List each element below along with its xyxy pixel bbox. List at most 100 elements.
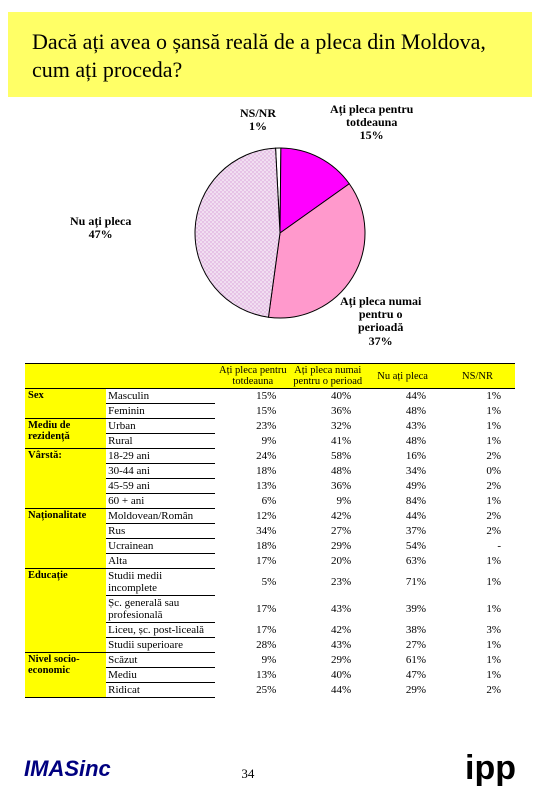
cell-value: 42% — [290, 509, 365, 524]
pie-slice-label: Ați pleca pentrutotdeauna15% — [330, 103, 413, 143]
row-label: Studii superioare — [106, 638, 215, 653]
table-header-row: Ați pleca pentru totdeauna Ați pleca num… — [25, 364, 515, 389]
cell-value: 49% — [365, 479, 440, 494]
cell-value: 15% — [215, 404, 290, 419]
cell-value: 34% — [215, 524, 290, 539]
cell-value: 6% — [215, 494, 290, 509]
cell-value: 36% — [290, 479, 365, 494]
cell-value: 2% — [440, 449, 515, 464]
cell-value: 48% — [290, 464, 365, 479]
cell-value: 58% — [290, 449, 365, 464]
cell-value: 15% — [215, 389, 290, 404]
group-label: Educație — [25, 569, 106, 653]
cell-value: 12% — [215, 509, 290, 524]
cell-value: 43% — [290, 596, 365, 623]
cell-value: 63% — [365, 554, 440, 569]
cell-value: 1% — [440, 596, 515, 623]
group-label: Mediu de rezidență — [25, 419, 106, 449]
page-title: Dacă ați avea o șansă reală de a pleca d… — [32, 28, 508, 83]
cell-value: 48% — [365, 404, 440, 419]
cell-value: 2% — [440, 479, 515, 494]
cell-value: 29% — [365, 683, 440, 698]
title-band: Dacă ați avea o șansă reală de a pleca d… — [8, 12, 532, 97]
group-label: Naționalitate — [25, 509, 106, 569]
row-label: Rural — [106, 434, 215, 449]
row-label: 60 + ani — [106, 494, 215, 509]
cell-value: 2% — [440, 524, 515, 539]
cell-value: 23% — [215, 419, 290, 434]
cell-value: 27% — [290, 524, 365, 539]
cell-value: 1% — [440, 389, 515, 404]
header-blank-2 — [106, 364, 215, 389]
pie-slice-label: Ați pleca numaipentru operioadă37% — [340, 295, 421, 348]
cell-value: 20% — [290, 554, 365, 569]
cell-value: 84% — [365, 494, 440, 509]
cell-value: 1% — [440, 554, 515, 569]
cell-value: 1% — [440, 569, 515, 596]
cell-value: 42% — [290, 623, 365, 638]
cell-value: 18% — [215, 539, 290, 554]
cell-value: 0% — [440, 464, 515, 479]
row-label: 45-59 ani — [106, 479, 215, 494]
cell-value: 1% — [440, 638, 515, 653]
row-label: Masculin — [106, 389, 215, 404]
table-row: EducațieStudii medii incomplete5%23%71%1… — [25, 569, 515, 596]
cell-value: 29% — [290, 653, 365, 668]
cell-value: 44% — [365, 389, 440, 404]
row-label: Urban — [106, 419, 215, 434]
row-label: Scăzut — [106, 653, 215, 668]
cell-value: 9% — [290, 494, 365, 509]
cell-value: 9% — [215, 434, 290, 449]
table-row: Nivel socio-economicScăzut9%29%61%1% — [25, 653, 515, 668]
header-col-1: Ați pleca pentru totdeauna — [215, 364, 290, 389]
group-label: Sex — [25, 389, 106, 419]
pie-slice-label: NS/NR1% — [240, 107, 276, 133]
cell-value: 1% — [440, 419, 515, 434]
cell-value: 43% — [290, 638, 365, 653]
cell-value: 1% — [440, 668, 515, 683]
cell-value: - — [440, 539, 515, 554]
cell-value: 17% — [215, 596, 290, 623]
cell-value: 13% — [215, 668, 290, 683]
table-row: SexMasculin15%40%44%1% — [25, 389, 515, 404]
cell-value: 47% — [365, 668, 440, 683]
row-label: Mediu — [106, 668, 215, 683]
cell-value: 29% — [290, 539, 365, 554]
pie-chart-container: NS/NR1% Ați pleca pentrutotdeauna15% Ați p… — [0, 103, 540, 363]
brand-left-logo: IMASinc — [24, 756, 111, 782]
cell-value: 25% — [215, 683, 290, 698]
cell-value: 9% — [215, 653, 290, 668]
cell-value: 3% — [440, 623, 515, 638]
row-label: Moldovean/Român — [106, 509, 215, 524]
cell-value: 34% — [365, 464, 440, 479]
row-label: Ridicat — [106, 683, 215, 698]
cell-value: 24% — [215, 449, 290, 464]
group-label: Nivel socio-economic — [25, 653, 106, 698]
cell-value: 5% — [215, 569, 290, 596]
header-col-2: Ați pleca numai pentru o perioad — [290, 364, 365, 389]
cell-value: 32% — [290, 419, 365, 434]
row-label: Feminin — [106, 404, 215, 419]
pie-slice-label: Nu ați pleca47% — [70, 215, 131, 241]
row-label: Rus — [106, 524, 215, 539]
cell-value: 27% — [365, 638, 440, 653]
row-label: Ucrainean — [106, 539, 215, 554]
cell-value: 17% — [215, 623, 290, 638]
row-label: 30-44 ani — [106, 464, 215, 479]
cell-value: 28% — [215, 638, 290, 653]
table-row: NaționalitateMoldovean/Român12%42%44%2% — [25, 509, 515, 524]
header-col-4: NS/NR — [440, 364, 515, 389]
cell-value: 44% — [365, 509, 440, 524]
cell-value: 39% — [365, 596, 440, 623]
table-row: Vârstă:18-29 ani24%58%16%2% — [25, 449, 515, 464]
cell-value: 18% — [215, 464, 290, 479]
cell-value: 23% — [290, 569, 365, 596]
cell-value: 43% — [365, 419, 440, 434]
cell-value: 2% — [440, 683, 515, 698]
row-label: Studii medii incomplete — [106, 569, 215, 596]
cell-value: 38% — [365, 623, 440, 638]
crosstab-table: Ați pleca pentru totdeauna Ați pleca num… — [25, 363, 515, 698]
cell-value: 16% — [365, 449, 440, 464]
cell-value: 2% — [440, 509, 515, 524]
row-label: Șc. generală sau profesională — [106, 596, 215, 623]
